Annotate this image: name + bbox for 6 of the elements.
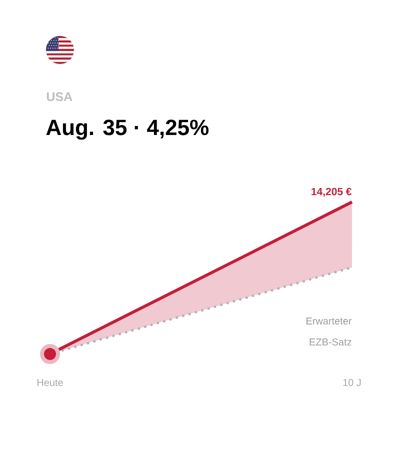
text: Erwarteter EZB-Satz: [306, 318, 352, 346]
chart-title: Aug. 35 · 4,25%: [46, 120, 209, 140]
annotation: 14,205 €: [312, 188, 352, 197]
x-tick-label: 10 J: [343, 379, 361, 386]
chart-subtitle: USA: [46, 92, 72, 102]
x-tick-label: Heute: [37, 379, 63, 386]
